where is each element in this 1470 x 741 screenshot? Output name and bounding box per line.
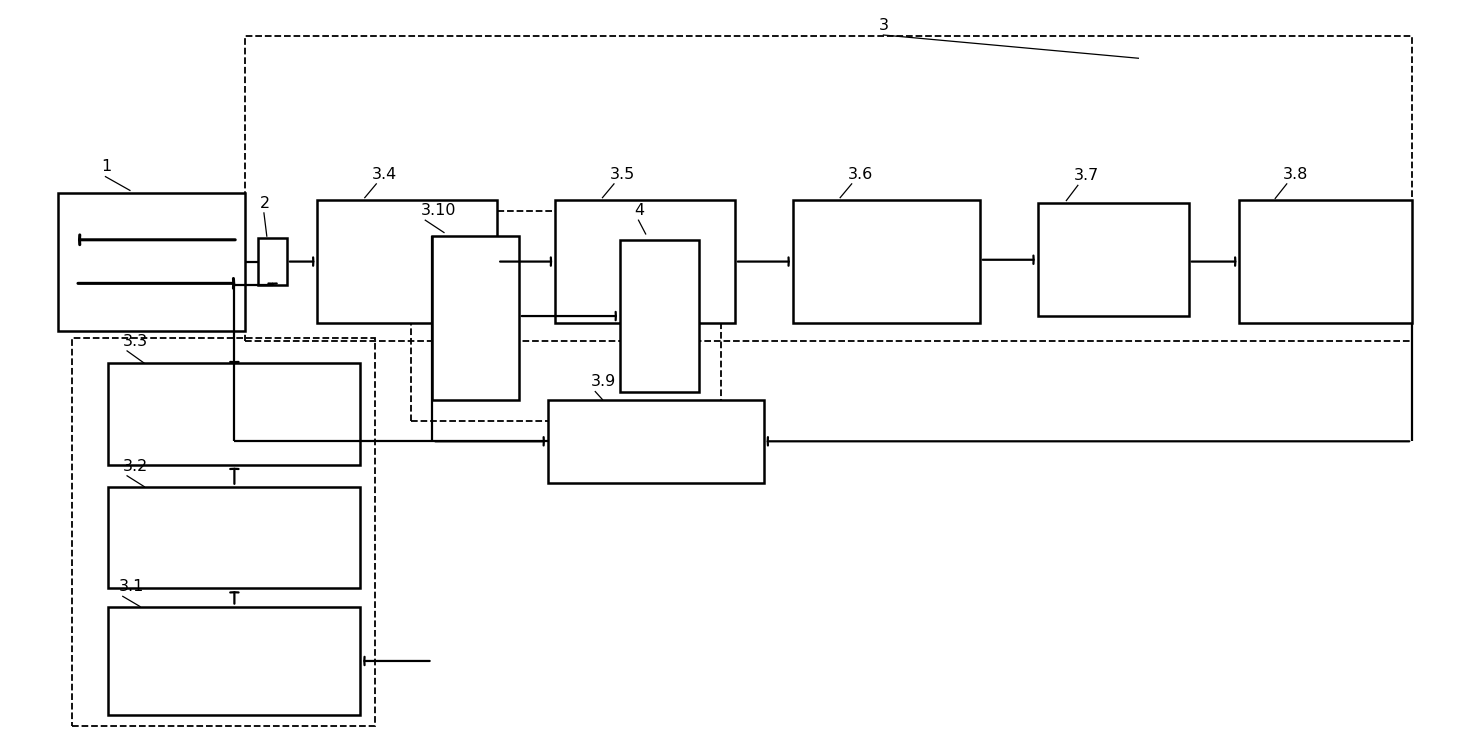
Text: 3.5: 3.5 [610, 167, 635, 182]
Text: 3.6: 3.6 [847, 167, 873, 182]
Bar [1038, 204, 1189, 316]
Text: 1: 1 [101, 159, 112, 174]
Text: 3.2: 3.2 [122, 459, 148, 473]
Bar [245, 36, 1413, 342]
Text: 3.1: 3.1 [119, 579, 144, 594]
Text: 3.7: 3.7 [1073, 168, 1098, 183]
Bar [792, 200, 980, 323]
Bar [109, 606, 360, 716]
Bar [259, 238, 287, 285]
Text: 3.10: 3.10 [420, 203, 457, 218]
Text: 3: 3 [879, 18, 889, 33]
Bar [620, 240, 698, 392]
Bar [109, 487, 360, 588]
Bar [548, 399, 764, 483]
Text: 2: 2 [260, 196, 269, 210]
Bar [1239, 200, 1413, 323]
Bar [72, 338, 375, 726]
Bar [410, 210, 720, 422]
Bar [554, 200, 735, 323]
Bar [318, 200, 497, 323]
Text: 3.4: 3.4 [372, 167, 397, 182]
Text: 3.8: 3.8 [1282, 167, 1308, 182]
Text: 3.3: 3.3 [122, 333, 148, 349]
Text: 4: 4 [634, 203, 644, 218]
Text: 3.9: 3.9 [591, 374, 616, 389]
Bar [109, 363, 360, 465]
Bar [57, 193, 245, 330]
Bar [432, 236, 519, 399]
